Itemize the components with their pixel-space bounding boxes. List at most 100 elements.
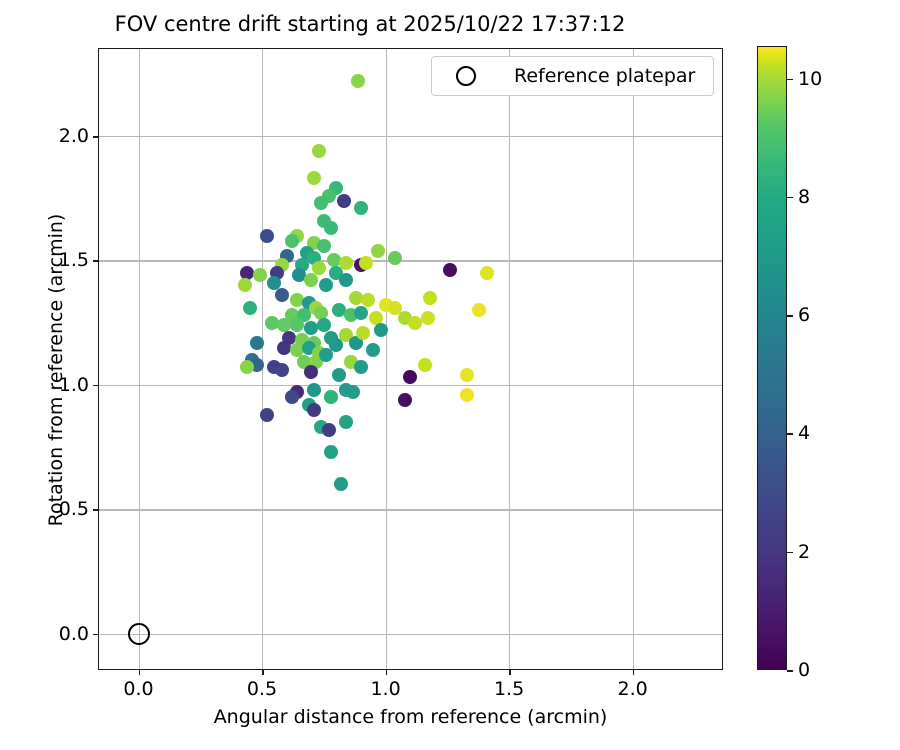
x-tick-label: 1.0 xyxy=(370,678,401,700)
scatter-point xyxy=(326,253,341,268)
scatter-point xyxy=(442,263,457,278)
y-tick-mark xyxy=(93,384,99,387)
colorbar-tick-label: 6 xyxy=(798,304,811,327)
x-gridline xyxy=(509,49,511,669)
scatter-point xyxy=(324,390,339,405)
x-tick-mark xyxy=(385,669,388,675)
y-gridline xyxy=(99,260,722,262)
colorbar-tick-mark xyxy=(787,670,793,672)
scatter-point xyxy=(331,367,346,382)
legend-box: Reference platepar xyxy=(431,56,714,96)
y-axis-label: Rotation from reference (arcmin) xyxy=(45,213,67,527)
x-tick-label: 2.0 xyxy=(617,678,648,700)
x-gridline xyxy=(262,49,264,669)
scatter-point xyxy=(314,305,329,320)
scatter-point xyxy=(460,387,475,402)
scatter-point xyxy=(423,290,438,305)
y-tick-mark xyxy=(93,260,99,263)
scatter-point xyxy=(250,335,265,350)
scatter-point xyxy=(304,273,319,288)
scatter-point xyxy=(348,335,363,350)
colorbar-tick-mark xyxy=(787,315,793,317)
y-gridline xyxy=(99,384,722,387)
legend-circle-icon xyxy=(456,66,476,86)
y-tick-mark xyxy=(93,509,99,511)
colorbar-tick-mark xyxy=(787,551,793,554)
scatter-point xyxy=(252,268,267,283)
y-tick-label: 0.0 xyxy=(58,622,89,645)
scatter-point xyxy=(371,243,386,258)
scatter-point xyxy=(420,310,435,325)
scatter-point xyxy=(339,273,354,288)
x-tick-label: 0.0 xyxy=(123,678,154,700)
scatter-point xyxy=(314,196,329,211)
scatter-point xyxy=(292,268,307,283)
scatter-point xyxy=(319,348,334,363)
scatter-point xyxy=(316,238,331,253)
colorbar-gradient xyxy=(757,46,787,670)
scatter-point xyxy=(289,293,304,308)
scatter-point xyxy=(277,340,292,355)
scatter-point xyxy=(366,343,381,358)
x-gridline xyxy=(138,49,140,669)
scatter-point xyxy=(403,370,418,385)
x-tick-mark xyxy=(262,669,264,675)
scatter-point xyxy=(324,445,339,460)
scatter-point xyxy=(353,305,368,320)
x-gridline xyxy=(632,49,634,669)
scatter-point xyxy=(289,343,304,358)
scatter-point xyxy=(373,323,388,338)
colorbar: 0 2 4 6 8 10 xyxy=(757,46,822,681)
scatter-point xyxy=(259,228,274,243)
scatter-point xyxy=(240,360,255,375)
scatter-point xyxy=(242,300,257,315)
scatter-point xyxy=(348,290,363,305)
scatter-point xyxy=(267,275,282,290)
y-tick-label: 2.0 xyxy=(58,125,89,148)
scatter-point xyxy=(479,265,494,280)
x-tick-label: 1.5 xyxy=(493,678,525,700)
x-tick-label: 0.5 xyxy=(246,678,278,700)
scatter-point xyxy=(311,144,326,158)
scatter-point xyxy=(336,193,351,208)
x-gridline xyxy=(385,49,387,669)
scatter-point xyxy=(361,293,376,308)
colorbar-tick-label: 10 xyxy=(798,67,823,90)
y-tick-mark xyxy=(93,633,99,636)
scatter-point xyxy=(304,365,319,380)
scatter-point xyxy=(408,315,423,330)
scatter-point xyxy=(353,360,368,375)
scatter-point xyxy=(388,300,403,315)
colorbar-tick-label: 0 xyxy=(798,659,811,681)
scatter-point xyxy=(274,288,289,303)
legend-entry-label: Reference platepar xyxy=(514,65,696,87)
scatter-point xyxy=(240,265,255,280)
scatter-point xyxy=(388,250,403,265)
scatter-point xyxy=(353,201,368,216)
colorbar-tick-label: 2 xyxy=(798,540,811,563)
x-tick-mark xyxy=(509,669,511,675)
x-tick-mark xyxy=(632,669,635,675)
scatter-point xyxy=(264,315,279,330)
scatter-point xyxy=(472,303,487,318)
scatter-point xyxy=(284,233,299,248)
colorbar-tick-label: 4 xyxy=(798,422,811,445)
scatter-point xyxy=(274,362,289,377)
x-tick-mark xyxy=(138,669,141,675)
scatter-point xyxy=(277,318,292,333)
colorbar-tick-mark xyxy=(787,196,793,199)
scatter-point xyxy=(334,477,349,492)
y-tick-label: 1.5 xyxy=(58,249,89,272)
scatter-point xyxy=(321,422,336,437)
scatter-point xyxy=(319,278,334,293)
scatter-point xyxy=(306,382,321,397)
scatter-point xyxy=(339,255,354,270)
y-gridline xyxy=(99,136,722,138)
colorbar-tick-mark xyxy=(787,433,793,435)
scatter-point xyxy=(346,385,361,400)
scatter-point xyxy=(289,318,304,333)
x-axis-label: Angular distance from reference (arcmin) xyxy=(213,706,608,728)
scatter-point xyxy=(324,221,339,236)
colorbar-tick-label: 8 xyxy=(798,185,811,208)
